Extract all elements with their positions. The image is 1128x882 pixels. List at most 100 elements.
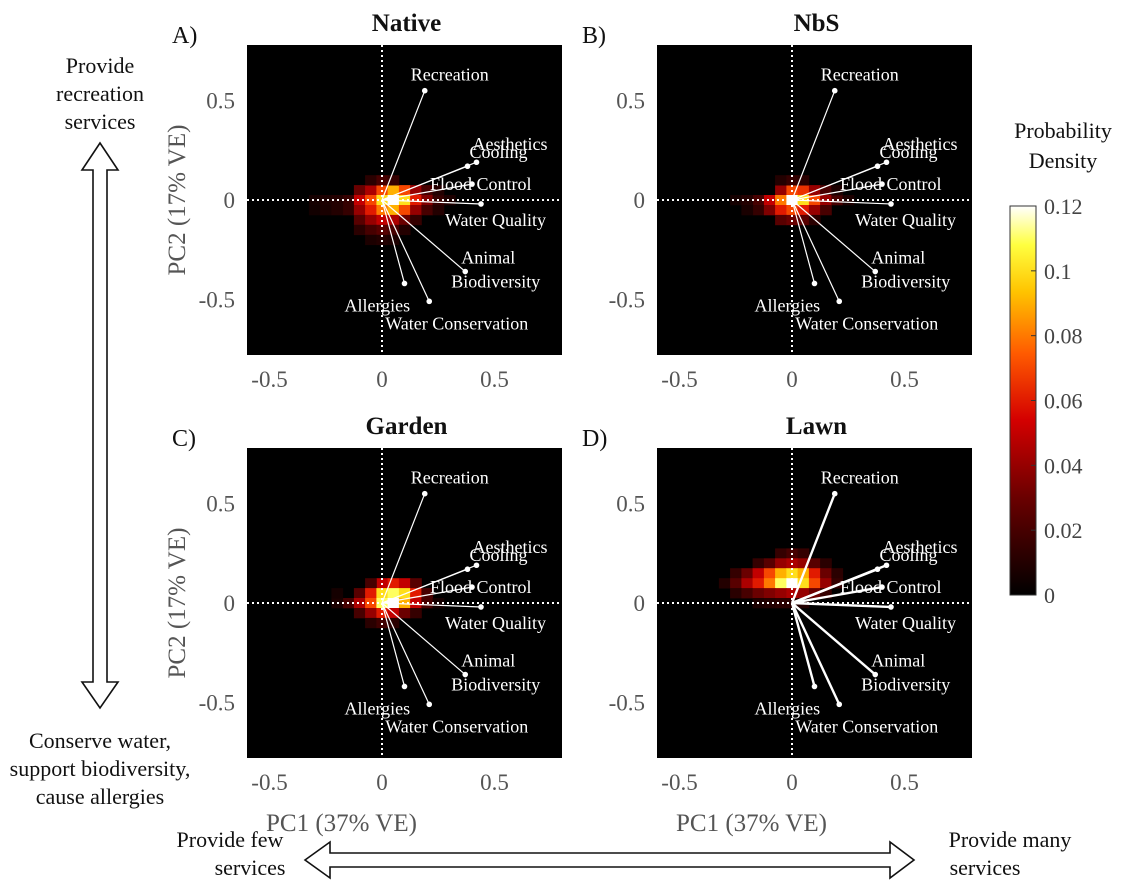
heat-cell: [365, 598, 377, 609]
heat-cell: [831, 568, 844, 579]
loading-line-allergies: [790, 602, 816, 687]
loading-label-flood-control: Flood Control: [840, 577, 942, 597]
heat-cell: [365, 175, 377, 186]
heat-cell: [353, 214, 366, 226]
loading-point-cooling: [464, 163, 471, 170]
heat-cell: [398, 185, 411, 196]
bottom-left-text-3: cause allergies: [36, 784, 164, 809]
heat-cell: [410, 185, 422, 196]
loading-point-animal-biodiversity: [872, 671, 879, 678]
loading-label-water-quality: Water Quality: [855, 613, 956, 633]
loading-line-water-conservation: [791, 199, 840, 302]
loading-point-water-quality: [478, 604, 484, 610]
colorbar-tick-label: 0.1: [1044, 259, 1072, 284]
loading-line-allergies: [791, 199, 816, 284]
y-tick-label: 0.5: [616, 89, 645, 114]
heat-cell: [432, 205, 445, 216]
heat-cell: [820, 185, 832, 196]
heat-cell: [443, 195, 456, 206]
y-axis-label: PC2 (17% VE): [164, 528, 191, 679]
loading-label-animal-biodiversity: Animal: [871, 248, 925, 268]
colorbar-tick-label: 0.06: [1044, 389, 1083, 414]
loading-line-recreation: [791, 90, 836, 201]
heat-cell: [376, 234, 389, 246]
loading-point-water-quality: [478, 201, 484, 207]
heat-cell: [808, 185, 821, 196]
heat-cell: [398, 588, 411, 599]
heat-cell: [831, 578, 844, 589]
loading-label-water-conservation: Water Conservation: [385, 313, 528, 333]
panel-letter: A): [172, 23, 197, 49]
loading-point-water-conservation: [426, 701, 433, 708]
heat-cell: [353, 588, 366, 599]
loading-line-water-quality: [381, 602, 482, 608]
heat-cell: [365, 195, 377, 206]
heat-cell: [410, 205, 422, 216]
loading-label-water-quality: Water Quality: [445, 613, 546, 633]
heat-cell: [387, 214, 400, 226]
heat-cell: [387, 175, 400, 186]
loading-label-flood-control: Flood Control: [430, 174, 532, 194]
loading-label-animal-biodiversity: Biodiversity: [861, 272, 950, 292]
many-services-text-2: services: [950, 855, 1021, 880]
x-tick-label: -0.5: [661, 367, 697, 392]
heat-cell: [410, 195, 422, 206]
loading-line-flood-control: [381, 586, 473, 604]
loading-point-water-conservation: [836, 701, 843, 708]
loading-point-water-quality: [888, 201, 894, 207]
loading-line-allergies: [381, 602, 406, 687]
heat-cell: [421, 205, 434, 216]
loading-line-flood-control: [381, 183, 473, 201]
loading-point-recreation: [831, 490, 838, 497]
y-tick-label: 0.5: [206, 89, 235, 114]
loading-point-animal-biodiversity: [872, 268, 879, 275]
loading-label-cooling: Cooling: [880, 545, 938, 565]
few-services-text-2: services: [215, 855, 286, 880]
heat-cell: [763, 205, 776, 216]
heat-cell: [320, 205, 332, 216]
heat-cell: [365, 578, 377, 589]
loading-point-cooling: [874, 566, 881, 573]
loading-label-cooling: Cooling: [470, 545, 528, 565]
heat-cell: [831, 185, 844, 196]
loading-label-water-conservation: Water Conservation: [795, 313, 938, 333]
loading-point-flood-control: [469, 584, 475, 590]
loading-point-cooling: [874, 163, 881, 170]
colorbar-tick-label: 0.12: [1044, 194, 1083, 219]
heat-cell: [365, 214, 377, 226]
loading-point-aesthetics: [883, 159, 890, 166]
loading-label-animal-biodiversity: Animal: [461, 651, 515, 671]
heat-cell: [387, 578, 400, 589]
heat-cell: [763, 558, 776, 569]
heat-cell: [808, 195, 821, 206]
colorbar-title-line2: Density: [1029, 148, 1097, 173]
heat-cell: [752, 558, 765, 569]
heat-cell: [718, 578, 731, 589]
heat-cell: [752, 568, 765, 579]
heat-cell: [820, 568, 832, 579]
x-tick-label: -0.5: [251, 367, 287, 392]
heat-cell: [365, 224, 377, 236]
loading-label-flood-control: Flood Control: [840, 174, 942, 194]
x-tick-label: 0.5: [480, 770, 509, 795]
loading-line-water-quality: [791, 601, 892, 609]
heat-cell: [808, 568, 821, 579]
loading-label-water-quality: Water Quality: [445, 210, 546, 230]
heat-cell: [752, 205, 765, 216]
left-annotation: Provide recreation services Conserve wat…: [10, 53, 191, 809]
x-tick-label: 0: [786, 770, 798, 795]
x-axis-label: PC1 (37% VE): [676, 810, 827, 837]
heat-cell: [353, 224, 366, 236]
heat-cell: [775, 598, 787, 609]
heat-cell: [308, 195, 321, 206]
panel-letter: D): [582, 426, 607, 452]
x-tick-label: 0: [376, 367, 388, 392]
top-left-text-3: services: [65, 109, 136, 134]
loading-label-animal-biodiversity: Biodiversity: [451, 272, 540, 292]
loading-line-recreation: [381, 493, 426, 604]
heat-cell: [820, 578, 832, 589]
heat-cell: [730, 588, 742, 599]
